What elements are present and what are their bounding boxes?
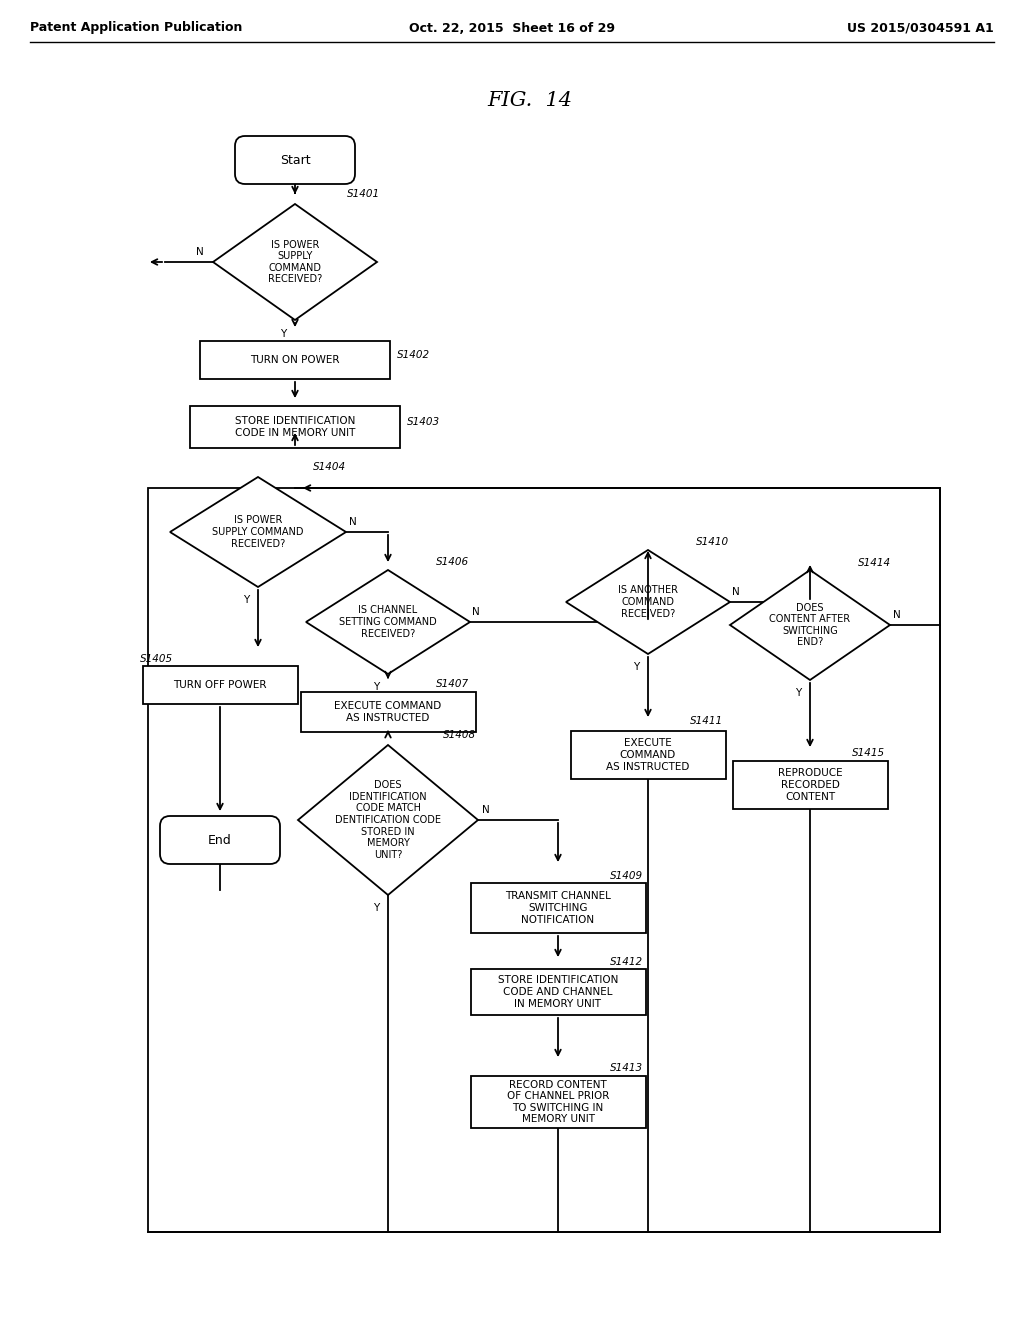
Text: S1408: S1408 bbox=[443, 730, 476, 741]
Polygon shape bbox=[213, 205, 377, 319]
Text: DOES
CONTENT AFTER
SWITCHING
END?: DOES CONTENT AFTER SWITCHING END? bbox=[769, 603, 851, 647]
Text: S1414: S1414 bbox=[858, 558, 891, 568]
Text: S1409: S1409 bbox=[610, 871, 643, 880]
Text: S1413: S1413 bbox=[610, 1063, 643, 1073]
Text: IS ANOTHER
COMMAND
RECEIVED?: IS ANOTHER COMMAND RECEIVED? bbox=[618, 585, 678, 619]
Text: Start: Start bbox=[280, 153, 310, 166]
Text: S1405: S1405 bbox=[140, 653, 173, 664]
Text: N: N bbox=[349, 517, 357, 527]
Polygon shape bbox=[298, 744, 478, 895]
Text: S1403: S1403 bbox=[407, 417, 440, 426]
Text: DOES
IDENTIFICATION
CODE MATCH
DENTIFICATION CODE
STORED IN
MEMORY
UNIT?: DOES IDENTIFICATION CODE MATCH DENTIFICA… bbox=[335, 780, 441, 859]
Text: STORE IDENTIFICATION
CODE IN MEMORY UNIT: STORE IDENTIFICATION CODE IN MEMORY UNIT bbox=[234, 416, 355, 438]
Text: EXECUTE
COMMAND
AS INSTRUCTED: EXECUTE COMMAND AS INSTRUCTED bbox=[606, 738, 690, 772]
Bar bbox=[142, 667, 298, 704]
Polygon shape bbox=[566, 550, 730, 653]
Text: S1406: S1406 bbox=[436, 557, 469, 568]
Bar bbox=[470, 1076, 645, 1129]
Text: End: End bbox=[208, 833, 231, 846]
Text: S1411: S1411 bbox=[690, 715, 723, 726]
Text: N: N bbox=[732, 587, 740, 597]
Text: S1404: S1404 bbox=[313, 462, 346, 473]
Text: S1412: S1412 bbox=[610, 957, 643, 968]
Text: S1401: S1401 bbox=[347, 189, 380, 199]
Text: STORE IDENTIFICATION
CODE AND CHANNEL
IN MEMORY UNIT: STORE IDENTIFICATION CODE AND CHANNEL IN… bbox=[498, 975, 618, 1008]
Text: TRANSMIT CHANNEL
SWITCHING
NOTIFICATION: TRANSMIT CHANNEL SWITCHING NOTIFICATION bbox=[505, 891, 611, 924]
Text: EXECUTE COMMAND
AS INSTRUCTED: EXECUTE COMMAND AS INSTRUCTED bbox=[335, 701, 441, 723]
Bar bbox=[148, 488, 940, 1232]
Polygon shape bbox=[170, 477, 346, 587]
Text: Oct. 22, 2015  Sheet 16 of 29: Oct. 22, 2015 Sheet 16 of 29 bbox=[409, 21, 615, 34]
Text: N: N bbox=[197, 247, 204, 257]
Text: Y: Y bbox=[243, 595, 249, 605]
Bar bbox=[470, 969, 645, 1015]
Text: TURN ON POWER: TURN ON POWER bbox=[250, 355, 340, 366]
Bar bbox=[190, 407, 400, 447]
Text: Y: Y bbox=[373, 682, 379, 692]
Text: Y: Y bbox=[795, 688, 801, 698]
Bar bbox=[732, 762, 888, 809]
FancyBboxPatch shape bbox=[234, 136, 355, 183]
Bar bbox=[570, 731, 725, 779]
Bar bbox=[470, 883, 645, 933]
Text: REPRODUCE
RECORDED
CONTENT: REPRODUCE RECORDED CONTENT bbox=[777, 768, 843, 801]
Text: N: N bbox=[482, 805, 489, 814]
Text: US 2015/0304591 A1: US 2015/0304591 A1 bbox=[847, 21, 994, 34]
Text: S1407: S1407 bbox=[436, 678, 469, 689]
Text: IS CHANNEL
SETTING COMMAND
RECEIVED?: IS CHANNEL SETTING COMMAND RECEIVED? bbox=[339, 606, 437, 639]
Bar bbox=[300, 692, 475, 733]
Bar bbox=[200, 341, 390, 379]
Text: FIG.  14: FIG. 14 bbox=[487, 91, 572, 110]
Text: RECORD CONTENT
OF CHANNEL PRIOR
TO SWITCHING IN
MEMORY UNIT: RECORD CONTENT OF CHANNEL PRIOR TO SWITC… bbox=[507, 1080, 609, 1125]
Text: Y: Y bbox=[280, 329, 286, 339]
Text: Y: Y bbox=[633, 663, 639, 672]
Text: IS POWER
SUPPLY COMMAND
RECEIVED?: IS POWER SUPPLY COMMAND RECEIVED? bbox=[212, 515, 304, 549]
Text: S1402: S1402 bbox=[397, 350, 430, 360]
Text: S1410: S1410 bbox=[696, 537, 729, 546]
Text: Patent Application Publication: Patent Application Publication bbox=[30, 21, 243, 34]
Text: N: N bbox=[893, 610, 901, 620]
Text: IS POWER
SUPPLY
COMMAND
RECEIVED?: IS POWER SUPPLY COMMAND RECEIVED? bbox=[268, 240, 323, 284]
Text: TURN OFF POWER: TURN OFF POWER bbox=[173, 680, 266, 690]
Polygon shape bbox=[730, 570, 890, 680]
FancyBboxPatch shape bbox=[160, 816, 280, 865]
Polygon shape bbox=[306, 570, 470, 675]
Text: S1415: S1415 bbox=[852, 748, 885, 758]
Text: N: N bbox=[472, 607, 480, 616]
Text: Y: Y bbox=[373, 903, 379, 913]
